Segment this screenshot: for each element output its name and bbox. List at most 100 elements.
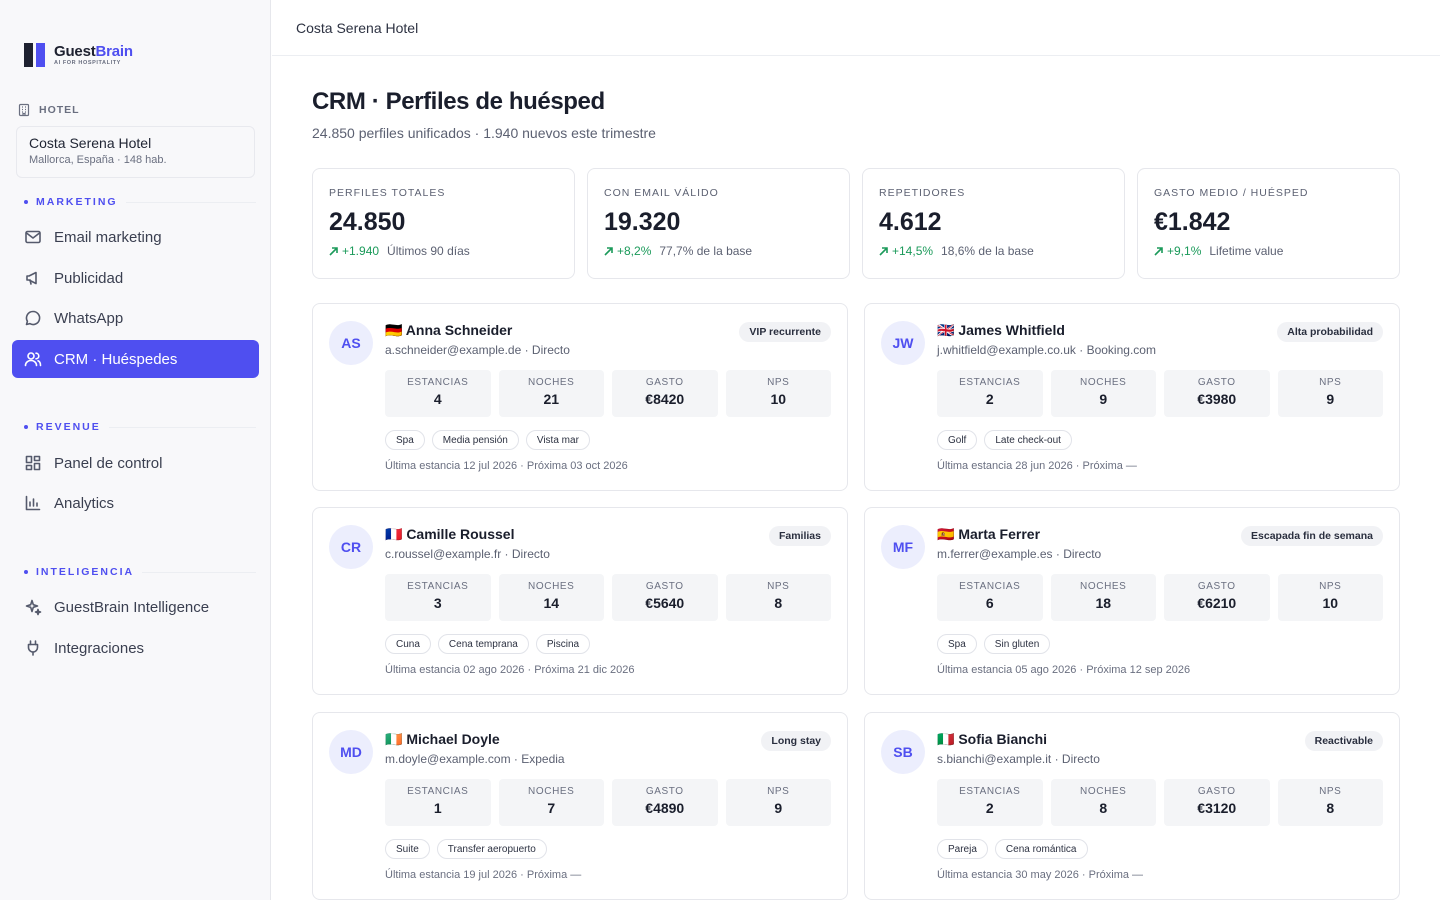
nav-item-analytics[interactable]: Analytics: [12, 484, 259, 522]
brand-tagline: AI FOR HOSPITALITY: [54, 59, 121, 66]
stay-dates: Última estancia 05 ago 2026 · Próxima 12…: [937, 664, 1191, 676]
nav-item-publicidad[interactable]: Publicidad: [12, 259, 259, 297]
stat-value: €1.842: [1154, 208, 1231, 236]
chat-bubble-icon: [25, 310, 41, 326]
guest-email-channel: j.whitfield@example.co.uk · Booking.com: [937, 343, 1156, 357]
preference-tag: Spa: [937, 634, 977, 654]
stat-card-perfiles-totales: PERFILES TOTALES 24.850 +1.940 Últimos 90…: [312, 168, 575, 279]
stat-note: 77,7% de la base: [659, 244, 753, 258]
guest-name: 🇬🇧 James Whitfield: [937, 322, 1065, 338]
nav-item-integraciones[interactable]: Integraciones: [12, 629, 259, 667]
guest-name: 🇪🇸 Marta Ferrer: [937, 526, 1041, 542]
guest-email-channel: a.schneider@example.de · Directo: [385, 343, 570, 357]
preference-tag: Late check-out: [984, 430, 1072, 450]
trend-up-icon: [604, 246, 613, 256]
stat-delta: +1.940: [329, 244, 379, 258]
trend-up-icon: [1154, 246, 1163, 256]
nav-item-panel-de-control[interactable]: Panel de control: [12, 444, 259, 482]
guest-name: 🇫🇷 Camille Roussel: [385, 526, 515, 542]
preference-tag: Vista mar: [525, 430, 590, 450]
trend-up-icon: [329, 246, 338, 256]
topbar: Costa Serena Hotel: [272, 0, 1440, 56]
guest-email-channel: m.doyle@example.com · Expedia: [385, 752, 565, 766]
stat-card-repetidores: REPETIDORES 4.612 +14,5% 18,6% de la base: [862, 168, 1125, 279]
stat-value: 19.320: [604, 208, 681, 236]
avatar: SB: [881, 730, 925, 774]
nav-item-guestbrain-intelligence[interactable]: GuestBrain Intelligence: [12, 588, 259, 626]
section-label-marketing: MARKETING: [24, 196, 256, 208]
metric-nps: NPS 8: [1277, 779, 1383, 826]
stay-dates: Última estancia 28 jun 2026 · Próxima —: [937, 460, 1137, 472]
mail-icon: [25, 230, 41, 244]
metric-stays: ESTANCIAS 1: [385, 779, 491, 826]
metric-stays: ESTANCIAS 6: [937, 574, 1043, 621]
avatar: CR: [329, 525, 373, 569]
metric-spend: GASTO €8420: [612, 370, 718, 417]
stat-delta: +8,2%: [604, 244, 651, 258]
stat-note: 18,6% de la base: [941, 244, 1034, 258]
section-label-inteligencia: INTELIGENCIA: [24, 566, 256, 578]
page-title: CRM · Perfiles de huésped: [312, 88, 605, 115]
page-subtitle: 24.850 perfiles unificados · 1.940 nuevo…: [312, 125, 656, 141]
avatar: MF: [881, 525, 925, 569]
brand-logo[interactable]: GuestBrain AI FOR HOSPITALITY: [24, 43, 133, 67]
metric-spend: GASTO €5640: [612, 574, 718, 621]
stat-note: Lifetime value: [1209, 244, 1284, 258]
stat-note: Últimos 90 días: [387, 244, 470, 258]
segment-badge: Reactivable: [1304, 731, 1383, 751]
segment-badge: Long stay: [761, 731, 831, 751]
nav-item-email-marketing[interactable]: Email marketing: [12, 218, 259, 256]
hotel-selector[interactable]: Costa Serena Hotel Mallorca, España · 14…: [16, 126, 255, 178]
avatar: MD: [329, 730, 373, 774]
metric-nights: NOCHES 21: [498, 370, 604, 417]
preference-tag: Cena temprana: [437, 634, 529, 654]
metric-spend: GASTO €3980: [1164, 370, 1270, 417]
segment-badge: Escapada fin de semana: [1241, 526, 1383, 546]
stat-label: PERFILES TOTALES: [329, 187, 446, 199]
preference-tag: Sin gluten: [983, 634, 1051, 654]
preference-tag: Golf: [937, 430, 978, 450]
bar-chart-icon: [25, 495, 41, 511]
megaphone-icon: [26, 271, 37, 285]
guest-card[interactable]: AS 🇩🇪 Anna Schneider a.schneider@example…: [312, 303, 848, 491]
guest-card[interactable]: MD 🇮🇪 Michael Doyle m.doyle@example.com …: [312, 712, 848, 900]
stay-dates: Última estancia 02 ago 2026 · Próxima 21…: [385, 664, 635, 676]
guest-email-channel: c.roussel@example.fr · Directo: [385, 547, 550, 561]
metric-nps: NPS 9: [725, 779, 831, 826]
stat-delta: +14,5%: [879, 244, 933, 258]
users-icon: [24, 352, 42, 367]
metric-nights: NOCHES 18: [1050, 574, 1156, 621]
metric-stays: ESTANCIAS 4: [385, 370, 491, 417]
segment-badge: Alta probabilidad: [1277, 322, 1383, 342]
guest-card[interactable]: JW 🇬🇧 James Whitfield j.whitfield@exampl…: [864, 303, 1400, 491]
preference-tag: Media pensión: [431, 430, 519, 450]
metric-spend: GASTO €4890: [612, 779, 718, 826]
metric-nights: NOCHES 14: [498, 574, 604, 621]
stat-label: CON EMAIL VÁLIDO: [604, 187, 719, 199]
guest-card[interactable]: CR 🇫🇷 Camille Roussel c.roussel@example.…: [312, 507, 848, 695]
trend-up-icon: [879, 246, 888, 256]
guest-card[interactable]: SB 🇮🇹 Sofia Bianchi s.bianchi@example.it…: [864, 712, 1400, 900]
metric-nights: NOCHES 7: [498, 779, 604, 826]
sparkles-icon: [25, 599, 42, 616]
metric-nights: NOCHES 8: [1050, 779, 1156, 826]
stat-card-gasto-medio: GASTO MEDIO / HUÉSPED €1.842 +9,1% Lifeti…: [1137, 168, 1400, 279]
preference-tag: Cena romántica: [994, 839, 1088, 859]
preference-tag: Spa: [385, 430, 425, 450]
segment-badge: VIP recurrente: [739, 322, 831, 342]
stat-delta: +9,1%: [1154, 244, 1201, 258]
stay-dates: Última estancia 12 jul 2026 · Próxima 03…: [385, 460, 628, 472]
metric-nps: NPS 8: [725, 574, 831, 621]
hotel-name: Costa Serena Hotel: [29, 135, 152, 151]
hotel-section-label: HOTEL: [17, 103, 80, 117]
metric-nps: NPS 10: [725, 370, 831, 417]
nav-item-whatsapp[interactable]: WhatsApp: [12, 299, 259, 337]
avatar: AS: [329, 321, 373, 365]
guest-card[interactable]: MF 🇪🇸 Marta Ferrer m.ferrer@example.es ·…: [864, 507, 1400, 695]
guest-email-channel: m.ferrer@example.es · Directo: [937, 547, 1102, 561]
metric-spend: GASTO €6210: [1164, 574, 1270, 621]
stay-dates: Última estancia 30 may 2026 · Próxima —: [937, 869, 1144, 881]
nav-item-crm-huespedes[interactable]: CRM · Huéspedes: [12, 340, 259, 378]
metric-stays: ESTANCIAS 2: [937, 779, 1043, 826]
stat-value: 4.612: [879, 208, 942, 236]
